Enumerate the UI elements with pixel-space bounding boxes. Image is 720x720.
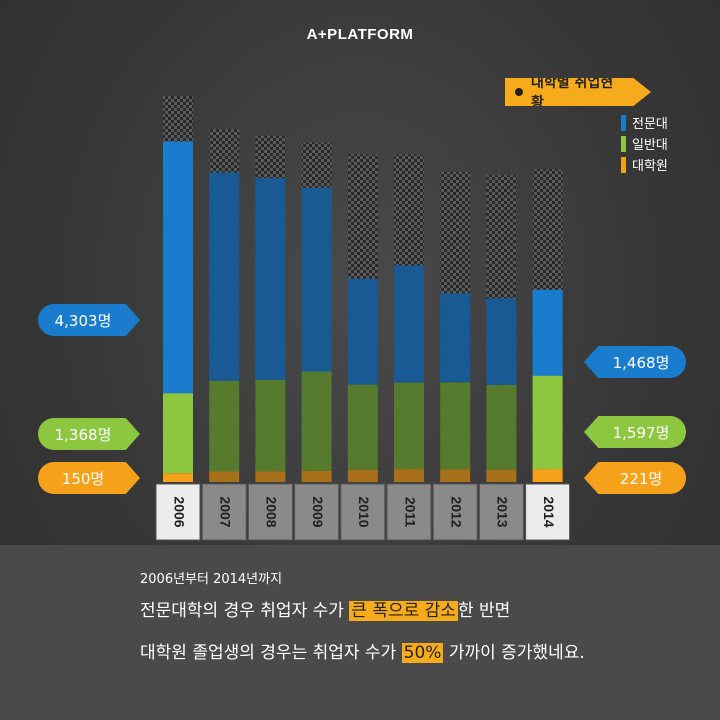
- left-tag-vocational: 4,303명: [38, 304, 140, 336]
- x-tick-box: [478, 483, 524, 541]
- x-tick-box: [386, 483, 432, 541]
- bar-segment-2009: [301, 187, 332, 372]
- bar-segment-2014: [532, 375, 563, 470]
- right-tag-graduate: 221명: [584, 462, 686, 494]
- bar-segment-2006: [163, 393, 193, 474]
- caption-line-1: 전문대학의 경우 취업자 수가 큰 폭으로 감소 한 반면: [140, 596, 510, 621]
- bar-segment-2011: [394, 469, 424, 482]
- tag-label: 221명: [619, 469, 663, 488]
- caption-text: 대학원 졸업생의 경우는 취업자 수가: [140, 643, 402, 663]
- legend-item-label: 대학원: [632, 159, 668, 174]
- x-tick-label: 2013: [495, 496, 511, 527]
- bar-segment-2014: [532, 469, 563, 482]
- legend-title: 대학별 취업현황: [505, 78, 651, 106]
- legend-swatch: [621, 114, 626, 131]
- legend-item-university: 일반대: [621, 133, 668, 154]
- bar-segment-2009: [301, 371, 332, 471]
- x-tick-box: [340, 483, 386, 541]
- caption-highlight: 큰 폭으로 감소: [349, 601, 458, 621]
- bar-segment-2013: [486, 298, 517, 385]
- bar-segment-2013: [486, 469, 517, 482]
- brand-logo: A+PLATFORM: [306, 26, 414, 43]
- caption-text: 전문대학의 경우 취업자 수가: [140, 601, 350, 621]
- tag-label: 150명: [61, 469, 105, 488]
- caption-panel: [0, 545, 720, 720]
- x-tick-box: [525, 483, 571, 541]
- x-tick-label: 2014: [541, 496, 557, 527]
- caption-line-2: 대학원 졸업생의 경우는 취업자 수가 50% 가까이 증가했네요.: [140, 638, 585, 663]
- tag-label: 1,597명: [612, 423, 670, 442]
- legend-swatch: [621, 135, 626, 152]
- caption-subtitle: 2006년부터 2014년까지: [140, 572, 283, 587]
- bar-segment-2012: [440, 382, 471, 470]
- x-tick-label: 2009: [310, 496, 326, 527]
- bar-segment-2007: [209, 471, 240, 482]
- bar-segment-2012: [440, 293, 471, 383]
- x-tick-box: [201, 483, 247, 541]
- x-tick-label: 2011: [402, 497, 418, 528]
- caption-highlight: 50%: [401, 643, 444, 663]
- tag-label: 1,468명: [612, 353, 670, 372]
- legend-swatch: [621, 156, 626, 173]
- legend: 대학별 취업현황 전문대 일반대 대학원: [505, 78, 668, 175]
- bar-segment-2007: [209, 380, 240, 472]
- bar-segment-2006: [163, 473, 193, 482]
- x-tick-box: [432, 483, 478, 541]
- caption-text: 가까이 증가했네요.: [443, 643, 585, 663]
- bar-segment-2008: [255, 178, 286, 380]
- bullet-icon: [515, 88, 523, 96]
- left-tag-university: 1,368명: [38, 418, 140, 450]
- bar-segment-2010: [347, 278, 378, 385]
- caption-text: 한 반면: [457, 601, 511, 621]
- x-tick-label: 2010: [356, 496, 372, 527]
- right-tag-vocational: 1,468명: [584, 346, 686, 378]
- bar-segment-2011: [394, 382, 424, 470]
- x-tick-box: [155, 483, 201, 541]
- bar-segment-2011: [394, 265, 424, 383]
- stacked-bar-chart: 2006 2007 2008 2009 2010 2011 2012 2013 2014: [155, 95, 571, 541]
- tag-label: 4,303명: [54, 311, 112, 330]
- x-tick-label: 2008: [264, 496, 280, 527]
- legend-item-graduate: 대학원: [621, 154, 668, 175]
- bar-segment-2013: [486, 384, 517, 470]
- left-tag-graduate: 150명: [38, 462, 140, 494]
- bar-segment-2008: [255, 471, 286, 482]
- tag-label: 1,368명: [54, 425, 112, 444]
- right-tag-university: 1,597명: [584, 416, 686, 448]
- x-tick-label: 2012: [448, 496, 464, 527]
- bar-segment-2010: [347, 384, 378, 470]
- bar-segment-2006: [163, 141, 193, 394]
- bar-segment-2010: [347, 469, 378, 482]
- bar-segment-2008: [255, 379, 286, 472]
- legend-item-label: 전문대: [632, 117, 668, 132]
- bar-segment-2007: [209, 172, 240, 381]
- bar-segment-2009: [301, 470, 332, 482]
- x-tick-label: 2007: [217, 496, 233, 527]
- legend-title-text: 대학별 취업현황: [531, 75, 614, 111]
- legend-item-label: 일반대: [632, 138, 668, 153]
- x-tick-label: 2006: [171, 496, 187, 527]
- x-tick-box: [294, 483, 340, 541]
- x-tick-box: [247, 483, 293, 541]
- legend-item-vocational: 전문대: [621, 112, 668, 133]
- bar-segment-2014: [532, 289, 563, 376]
- bar-segment-2012: [440, 469, 471, 482]
